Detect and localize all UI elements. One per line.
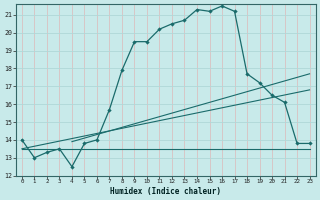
X-axis label: Humidex (Indice chaleur): Humidex (Indice chaleur): [110, 187, 221, 196]
